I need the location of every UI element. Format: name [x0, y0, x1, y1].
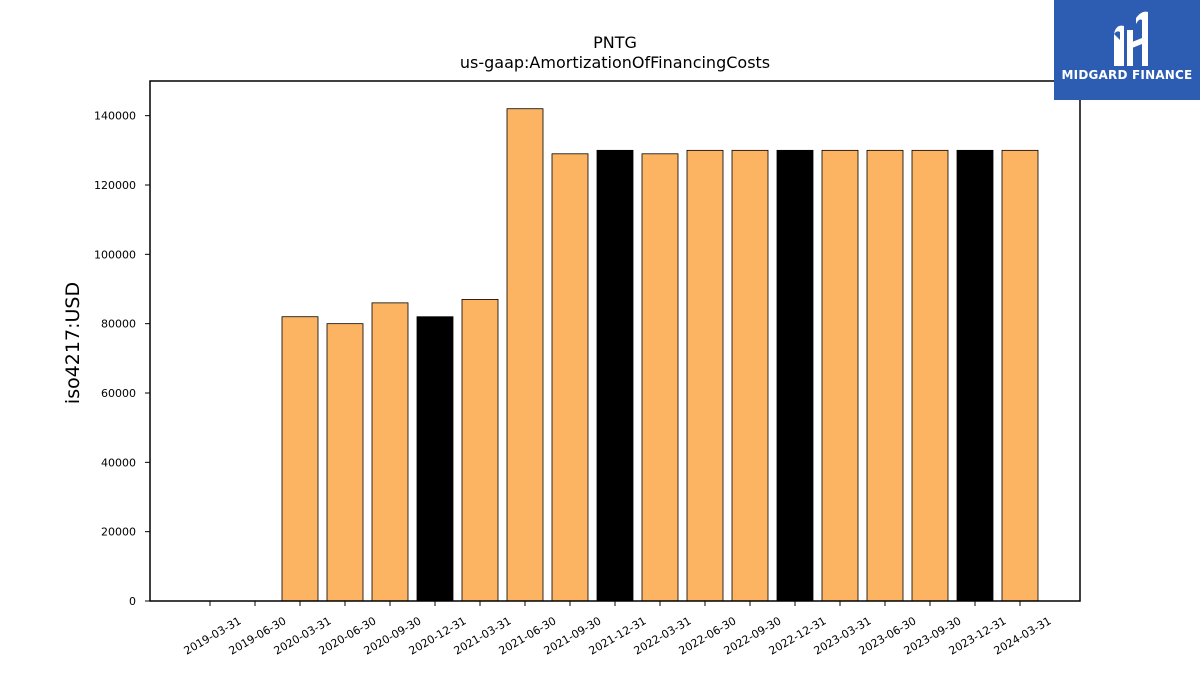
y-axis-label: iso4217:USD: [62, 282, 84, 404]
plot-frame: [149, 80, 1081, 602]
y-tick-label: 60000: [101, 387, 136, 400]
bar-2020-12-31: [416, 316, 454, 602]
logo-mark-icon: [1114, 11, 1148, 67]
y-tick-label: 120000: [94, 179, 136, 192]
y-tick-label: 100000: [94, 248, 136, 261]
bars-layer: [281, 108, 1039, 602]
bar-2023-03-31: [821, 149, 859, 602]
bar-2022-06-30: [686, 149, 724, 602]
brand-logo: MIDGARD FINANCE: [1054, 0, 1200, 100]
y-tick-label: 40000: [101, 456, 136, 469]
y-axis-ticks: 0 20000 40000 60000 80000 100000 120000 140000: [94, 110, 150, 608]
y-tick-label: 20000: [101, 526, 136, 539]
bar-2021-12-31: [596, 149, 634, 602]
y-tick-label: 140000: [94, 110, 136, 123]
bar-2023-09-30: [911, 149, 949, 602]
y-tick-label: 0: [129, 595, 136, 608]
bar-2022-09-30: [731, 149, 769, 602]
bar-2022-03-31: [641, 153, 679, 602]
bar-2020-09-30: [371, 302, 409, 602]
bar-2021-06-30: [506, 108, 544, 602]
bar-2020-06-30: [326, 323, 364, 602]
bar-2021-03-31: [461, 298, 499, 602]
y-tick-label: 80000: [101, 318, 136, 331]
bar-2022-12-31: [776, 149, 814, 602]
x-axis-ticks: 2019-03-312019-06-302020-03-312020-06-30…: [182, 601, 1054, 658]
bar-2023-12-31: [956, 149, 994, 602]
bar-2023-06-30: [866, 149, 904, 602]
chart-subtitle: us-gaap:AmortizationOfFinancingCosts: [460, 53, 770, 72]
bar-2024-03-31: [1001, 149, 1039, 602]
chart-title: PNTG: [593, 33, 637, 52]
bar-2021-09-30: [551, 153, 589, 602]
logo-text: MIDGARD FINANCE: [1061, 68, 1193, 82]
bar-2020-03-31: [281, 316, 319, 602]
